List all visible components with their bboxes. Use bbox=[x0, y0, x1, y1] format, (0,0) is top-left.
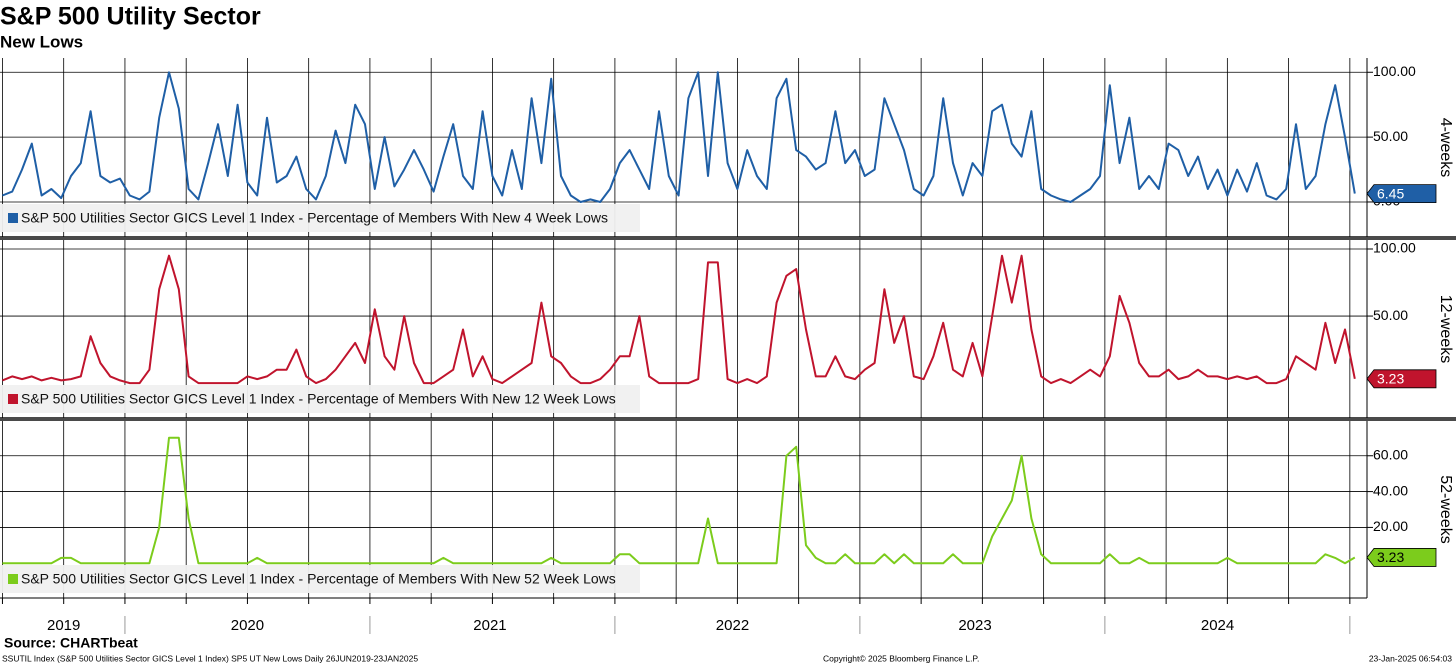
data-line bbox=[2, 71, 1356, 203]
y-axis-title: 52-weeks bbox=[1437, 475, 1454, 543]
y-tick-label: 50.00 bbox=[1373, 128, 1408, 144]
last-value-tag bbox=[1366, 184, 1437, 204]
legend-label: S&P 500 Utilities Sector GICS Level 1 In… bbox=[21, 391, 616, 407]
legend-box bbox=[0, 385, 640, 413]
x-tick-label: 2019 bbox=[47, 617, 80, 634]
data-line bbox=[2, 254, 1356, 385]
y-axis-title: 4-weeks bbox=[1437, 118, 1454, 178]
x-tick-label: 2021 bbox=[473, 617, 506, 634]
footer-center: Copyright© 2025 Bloomberg Finance L.P. bbox=[823, 653, 979, 663]
last-value-tag bbox=[1366, 548, 1437, 567]
x-tick-label: 2024 bbox=[1201, 617, 1234, 634]
legend-label: S&P 500 Utilities Sector GICS Level 1 In… bbox=[21, 210, 608, 226]
footer-right: 23-Jan-2025 06:54:03 bbox=[1369, 653, 1452, 663]
chart-title: S&P 500 Utility Sector bbox=[0, 3, 261, 31]
data-line bbox=[2, 436, 1356, 565]
y-tick-label: 100.00 bbox=[1373, 63, 1416, 79]
legend-label: S&P 500 Utilities Sector GICS Level 1 In… bbox=[21, 571, 616, 587]
last-value-tag bbox=[1366, 369, 1437, 389]
legend-swatch bbox=[8, 213, 18, 223]
panel-separator bbox=[0, 417, 1456, 421]
last-value-label: 3.23 bbox=[1377, 549, 1404, 565]
legend-box bbox=[0, 204, 640, 232]
x-tick-label: 2022 bbox=[716, 617, 749, 634]
legend-swatch bbox=[8, 394, 18, 404]
x-tick-label: 2023 bbox=[958, 617, 991, 634]
panel-separator bbox=[0, 236, 1456, 240]
source: Source: CHARTbeat bbox=[4, 635, 138, 651]
legend-swatch bbox=[8, 574, 18, 584]
legend-box bbox=[0, 565, 640, 593]
y-tick-label: 100.00 bbox=[1373, 240, 1416, 256]
footer-left: SSUTIL Index (S&P 500 Utilities Sector G… bbox=[2, 653, 418, 663]
x-tick-label: 2020 bbox=[231, 617, 264, 634]
last-value-label: 3.23 bbox=[1377, 370, 1404, 386]
y-tick-label: 40.00 bbox=[1373, 482, 1408, 498]
chart-subtitle: New Lows bbox=[0, 32, 83, 51]
y-axis-title: 12-weeks bbox=[1437, 295, 1454, 363]
y-tick-label: 50.00 bbox=[1373, 307, 1408, 323]
last-value-label: 6.45 bbox=[1377, 185, 1404, 201]
y-tick-label: 20.00 bbox=[1373, 518, 1408, 534]
y-tick-label: 60.00 bbox=[1373, 446, 1408, 462]
